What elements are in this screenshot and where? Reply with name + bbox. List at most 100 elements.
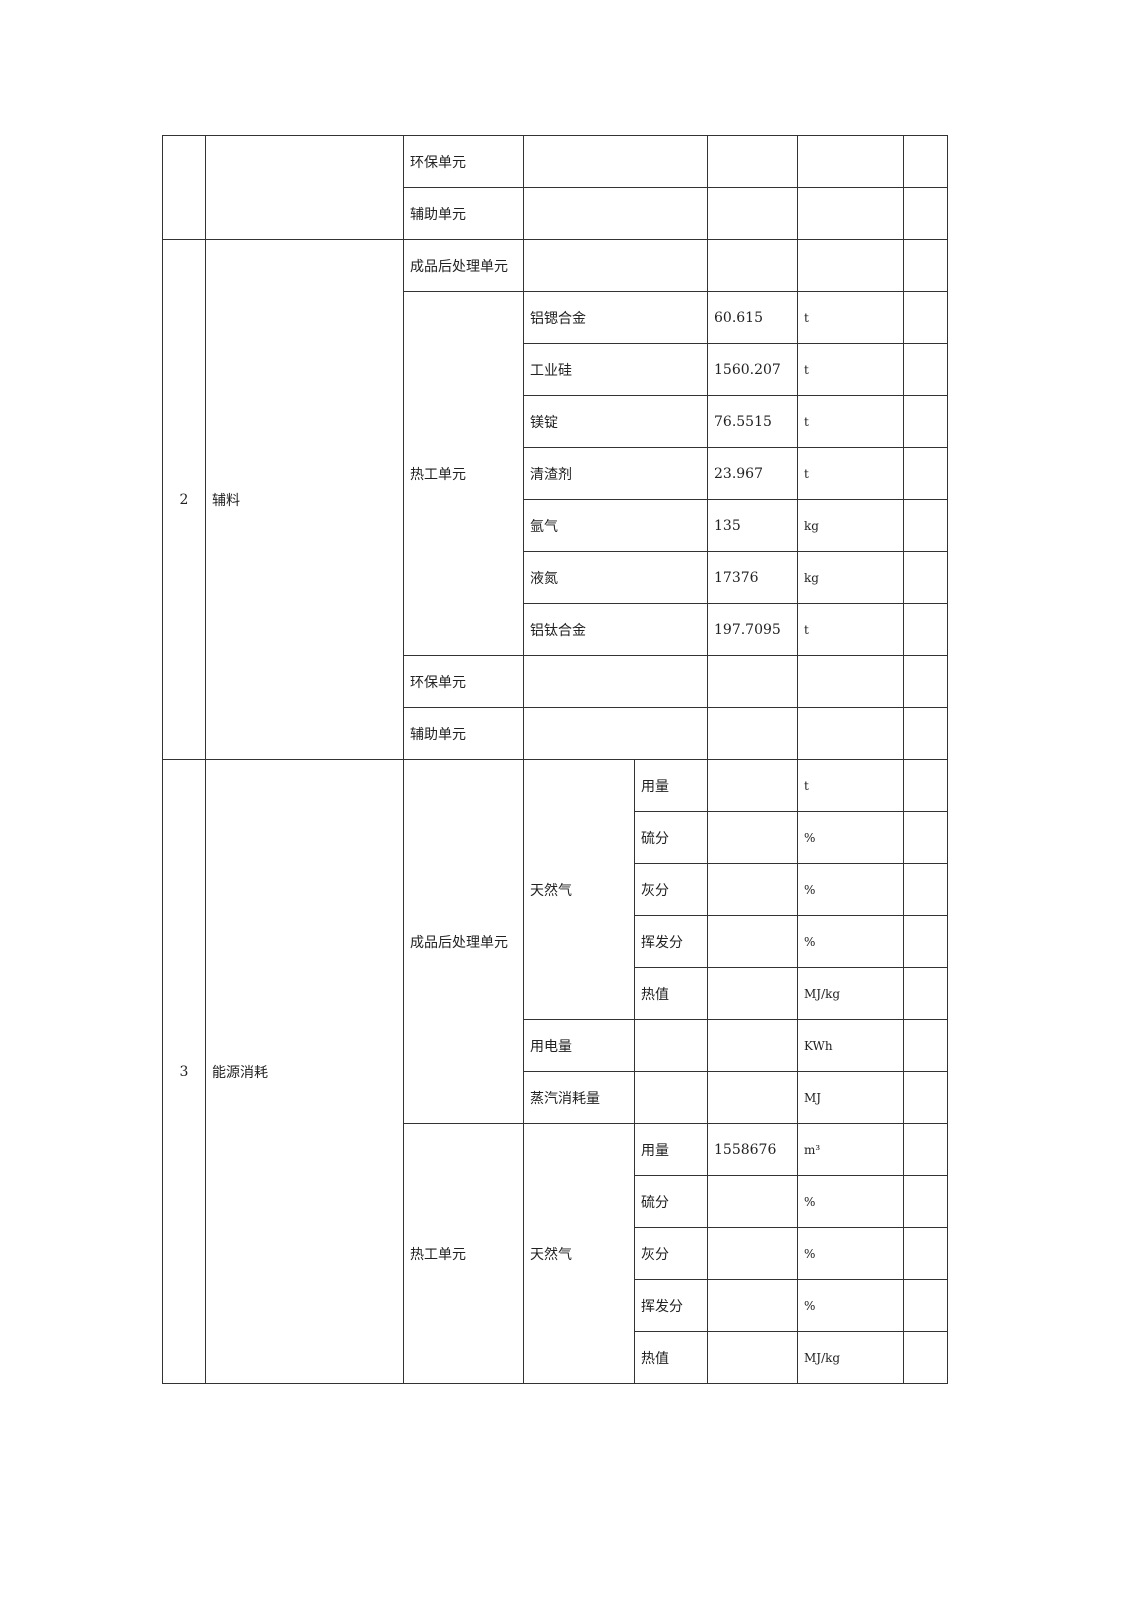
param-cell: 灰分	[634, 863, 708, 916]
unit-cell: t	[797, 603, 904, 656]
value-cell	[707, 1019, 798, 1072]
table-row: 热工单元 铝锶合金 60.615 t	[163, 291, 948, 656]
unit-name-cell: 辅助单元	[403, 187, 524, 240]
table-row: 用电量 KWh	[163, 1019, 948, 1072]
value-cell	[707, 759, 798, 812]
value-cell	[707, 1071, 798, 1124]
no-cell	[162, 135, 206, 240]
unit-cell: t	[797, 291, 904, 344]
unit-name-cell: 成品后处理单元	[403, 239, 524, 292]
param-cell: 硫分	[634, 1175, 708, 1228]
param-cell: 用量	[634, 759, 708, 812]
item-cell	[523, 707, 708, 760]
unit-cell: kg	[797, 499, 904, 552]
param-cell: 热值	[634, 1331, 708, 1384]
remark-cell	[903, 1331, 948, 1384]
unit-name-cell: 环保单元	[403, 655, 524, 708]
value-cell	[707, 863, 798, 916]
value-cell	[707, 915, 798, 968]
value-cell	[707, 967, 798, 1020]
remark-cell	[903, 499, 948, 552]
item-cell: 镁锭	[523, 395, 708, 448]
unit-cell: t	[797, 447, 904, 500]
value-cell: 135	[707, 499, 798, 552]
unit-cell: %	[797, 915, 904, 968]
item-cell: 蒸汽消耗量	[523, 1071, 635, 1124]
item-cell: 天然气	[523, 1123, 635, 1384]
remark-cell	[903, 811, 948, 864]
param-cell: 热值	[634, 967, 708, 1020]
item-cell: 铝钛合金	[523, 603, 708, 656]
table-row: 硫分%	[163, 1175, 948, 1228]
param-cell: 用量	[634, 1123, 708, 1176]
value-cell: 60.615	[707, 291, 798, 344]
value-cell	[707, 707, 798, 760]
item-cell: 工业硅	[523, 343, 708, 396]
item-cell	[523, 655, 708, 708]
unit-cell: %	[797, 863, 904, 916]
table-row: 清渣剂 23.967 t	[163, 447, 948, 500]
remark-cell	[903, 863, 948, 916]
table-row: 热值 MJ/kg	[163, 967, 948, 1020]
value-cell	[707, 239, 798, 292]
table-row: 环保单元	[163, 655, 948, 708]
remark-cell	[903, 551, 948, 604]
remark-cell	[903, 239, 948, 292]
unit-cell: %	[797, 1175, 904, 1228]
item-cell: 清渣剂	[523, 447, 708, 500]
unit-cell	[797, 707, 904, 760]
item-cell: 氩气	[523, 499, 708, 552]
unit-cell: %	[797, 1227, 904, 1280]
remark-cell	[903, 187, 948, 240]
param-cell	[634, 1019, 708, 1072]
unit-cell: m³	[797, 1123, 904, 1176]
value-cell	[707, 1331, 798, 1384]
remark-cell	[903, 343, 948, 396]
unit-cell: KWh	[797, 1019, 904, 1072]
unit-name-cell: 热工单元	[403, 291, 524, 656]
value-cell: 17376	[707, 551, 798, 604]
value-cell	[707, 811, 798, 864]
unit-cell: MJ	[797, 1071, 904, 1124]
value-cell	[707, 655, 798, 708]
unit-cell	[797, 655, 904, 708]
item-cell	[523, 187, 708, 240]
remark-cell	[903, 1019, 948, 1072]
remark-cell	[903, 967, 948, 1020]
unit-cell: %	[797, 1279, 904, 1332]
value-cell	[707, 1175, 798, 1228]
remark-cell	[903, 1227, 948, 1280]
unit-cell	[797, 239, 904, 292]
remark-cell	[903, 1175, 948, 1228]
item-cell: 天然气	[523, 759, 635, 1020]
unit-cell: t	[797, 395, 904, 448]
remark-cell	[903, 603, 948, 656]
table-row: 辅助单元	[163, 707, 948, 760]
unit-cell: kg	[797, 551, 904, 604]
value-cell: 76.5515	[707, 395, 798, 448]
table-row: 工业硅 1560.207 t	[163, 343, 948, 396]
remark-cell	[903, 447, 948, 500]
table-row: 挥发分%	[163, 1279, 948, 1332]
no-cell: 2	[162, 239, 206, 760]
remark-cell	[903, 291, 948, 344]
unit-name-cell: 辅助单元	[403, 707, 524, 760]
category-cell: 能源消耗	[205, 759, 404, 1384]
item-cell	[523, 135, 708, 188]
param-cell	[634, 1071, 708, 1124]
table-row: 硫分%	[163, 811, 948, 864]
unit-cell: MJ/kg	[797, 967, 904, 1020]
no-cell: 3	[162, 759, 206, 1384]
param-cell: 挥发分	[634, 1279, 708, 1332]
remark-cell	[903, 915, 948, 968]
table-row: 氩气 135 kg	[163, 499, 948, 552]
unit-cell: MJ/kg	[797, 1331, 904, 1384]
value-cell	[707, 135, 798, 188]
table-row: 环保单元	[162, 135, 948, 240]
unit-cell	[797, 135, 904, 188]
remark-cell	[903, 1071, 948, 1124]
table-row: 热值 MJ/kg	[163, 1331, 948, 1384]
unit-name-cell: 环保单元	[403, 135, 524, 188]
remark-cell	[903, 759, 948, 812]
value-cell: 197.7095	[707, 603, 798, 656]
